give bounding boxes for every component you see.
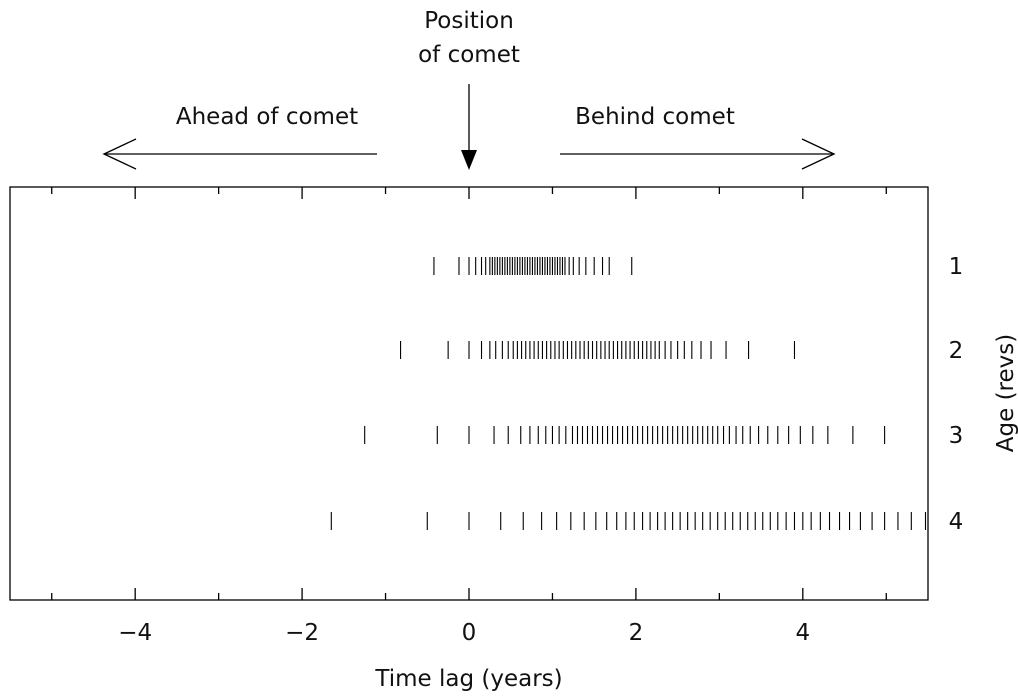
x-tick-label: 2	[629, 620, 644, 646]
series-row-2	[400, 341, 796, 359]
annotation-behind: Behind comet	[575, 104, 735, 130]
y-category-label: 2	[949, 338, 964, 364]
x-tick-label: −2	[285, 620, 319, 646]
annotation-position-line1: Position	[424, 8, 514, 34]
left-arrow-icon	[102, 138, 377, 170]
annotation-position-line2: of comet	[418, 42, 520, 68]
x-tick-label: 0	[462, 620, 477, 646]
y-category-label: 4	[949, 509, 964, 535]
series-row-3	[364, 426, 886, 444]
down-arrow-icon	[461, 84, 477, 170]
y-axis-label: Age (revs)	[993, 334, 1018, 452]
x-axis-label: Time lag (years)	[374, 666, 562, 692]
annotation-ahead: Ahead of comet	[176, 104, 358, 130]
x-tick-label: −4	[118, 620, 152, 646]
data-marks	[330, 257, 927, 530]
x-tick-label: 4	[795, 620, 810, 646]
y-category-label: 1	[949, 254, 964, 280]
right-arrow-icon	[560, 138, 836, 170]
y-category-label: 3	[949, 423, 964, 449]
plot-frame	[9, 186, 929, 601]
series-row-4	[330, 512, 927, 530]
series-row-1	[433, 257, 633, 275]
y-category-labels: 1 2 3 4	[949, 254, 964, 535]
x-axis-ticks	[51, 187, 887, 600]
x-axis-tick-labels: −4 −2 0 2 4	[118, 620, 810, 646]
